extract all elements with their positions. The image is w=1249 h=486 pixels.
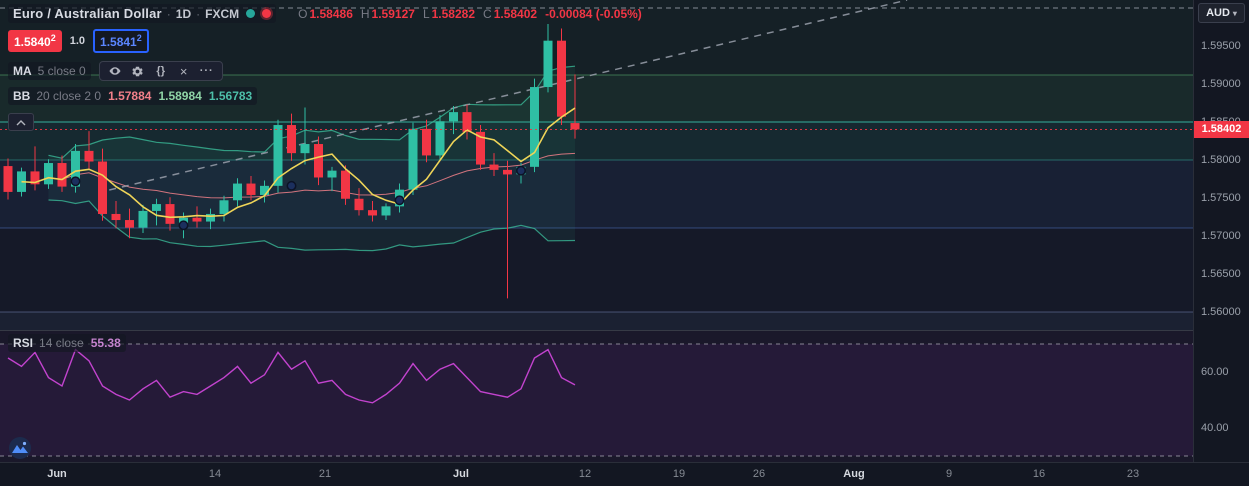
bb-indicator-name[interactable]: BB	[13, 89, 31, 103]
gear-icon[interactable]	[131, 64, 145, 78]
rsi-indicator-name[interactable]: RSI	[13, 336, 34, 350]
time-tick-label: 16	[1032, 468, 1046, 480]
bb-lower-value: 1.56783	[208, 89, 253, 103]
time-tick-label: 14	[208, 468, 222, 480]
symbol-row: Euro / Australian Dollar · 1D · FXCM O 1.…	[8, 4, 642, 23]
indicator-toolbar: {} × ···	[98, 61, 223, 81]
close-value: 1.58402	[493, 6, 538, 21]
time-tick-label: 19	[672, 468, 686, 480]
rsi-indicator-row: RSI 14 close 55.38	[8, 334, 126, 352]
alert-status-icon	[262, 9, 272, 18]
time-tick-label: 12	[578, 468, 592, 480]
ohlc-values: O 1.58486 H 1.59127 L 1.58282 C 1.58402 -0.0…	[290, 7, 642, 21]
low-value: 1.58282	[431, 6, 476, 21]
last-price-tag: 1.58402	[1194, 120, 1249, 138]
source-code-icon[interactable]: {}	[156, 65, 165, 77]
time-tick-label: 23	[1126, 468, 1140, 480]
time-tick-label: 9	[945, 468, 953, 480]
time-tick-label: Jun	[47, 468, 67, 480]
open-label: O	[298, 6, 308, 21]
open-value: 1.58486	[309, 6, 353, 21]
buy-price-button[interactable]: 1.58412	[93, 29, 149, 53]
close-icon[interactable]: ×	[179, 63, 188, 79]
market-status-icon	[246, 9, 256, 18]
bid-ask-row: 1.58402 1.0 1.58412	[8, 29, 642, 53]
low-label: L	[422, 6, 430, 21]
bb-upper-value: 1.58984	[158, 89, 202, 103]
separator-dot: ·	[196, 6, 201, 21]
chart-region: Euro / Australian Dollar · 1D · FXCM O 1.…	[0, 0, 1193, 465]
collapse-legend-button[interactable]	[8, 113, 34, 131]
price-tick-label: 1.57500	[1201, 192, 1241, 204]
price-tick-label: 1.57000	[1201, 230, 1241, 242]
time-tick-label: 26	[752, 468, 766, 480]
ma-indicator-params: 5 close 0	[37, 64, 86, 78]
chevron-up-icon	[16, 113, 26, 131]
price-tick-label: 1.59000	[1201, 78, 1241, 90]
exchange-label: FXCM	[205, 6, 240, 21]
currency-button[interactable]: AUD ▾	[1198, 3, 1245, 23]
rsi-tick-label: 40.00	[1201, 422, 1229, 434]
rsi-tick-label: 60.00	[1201, 366, 1229, 378]
chevron-down-icon: ▾	[1232, 8, 1237, 18]
time-axis[interactable]: Jun 14 21 Jul 12 19 26 Aug 9 16 23	[0, 462, 1249, 486]
high-value: 1.59127	[371, 6, 415, 21]
rsi-indicator-pill[interactable]: RSI 14 close 55.38	[8, 334, 126, 352]
ma-indicator-pill[interactable]: MA 5 close 0	[8, 62, 91, 80]
time-tick-label: Aug	[843, 468, 865, 480]
change-value: -0.00084 (-0.05%)	[545, 6, 642, 21]
price-tick-label: 1.56500	[1201, 268, 1241, 280]
bb-indicator-pill[interactable]: BB 20 close 2 0 1.57884 1.58984 1.56783	[8, 87, 258, 105]
ma-indicator-name[interactable]: MA	[13, 64, 32, 78]
bb-basis-value: 1.57884	[108, 89, 152, 103]
price-tick-label: 1.58000	[1201, 154, 1241, 166]
more-options-icon[interactable]: ···	[199, 65, 214, 77]
currency-label: AUD	[1206, 7, 1230, 19]
price-axis[interactable]: AUD ▾ 1.595001.590001.585001.580001.5750…	[1193, 0, 1249, 462]
symbol-title[interactable]: Euro / Australian Dollar	[13, 6, 162, 21]
time-tick-label: 21	[318, 468, 332, 480]
eye-icon[interactable]	[108, 64, 122, 78]
price-tick-label: 1.59500	[1201, 40, 1241, 52]
bb-indicator-params: 20 close 2 0	[36, 89, 102, 103]
separator-dot: ·	[166, 6, 171, 21]
chart-legend: Euro / Australian Dollar · 1D · FXCM O 1.…	[8, 4, 642, 131]
ma-indicator-row: MA 5 close 0 {} × ···	[8, 61, 642, 81]
spread-value: 1.0	[69, 35, 86, 47]
high-label: H	[360, 6, 370, 21]
platform-logo-icon[interactable]	[8, 436, 32, 465]
time-tick-label: Jul	[453, 468, 469, 480]
timeframe-label[interactable]: 1D	[175, 6, 192, 21]
symbol-pill[interactable]: Euro / Australian Dollar · 1D · FXCM	[8, 4, 277, 23]
sell-price-button[interactable]: 1.58402	[8, 30, 62, 52]
chart-canvas[interactable]	[0, 0, 1193, 462]
bb-indicator-row: BB 20 close 2 0 1.57884 1.58984 1.56783	[8, 87, 642, 105]
rsi-current-value: 55.38	[90, 336, 121, 350]
price-tick-label: 1.56000	[1201, 306, 1241, 318]
close-label: C	[483, 6, 492, 21]
rsi-indicator-params: 14 close	[39, 336, 84, 350]
